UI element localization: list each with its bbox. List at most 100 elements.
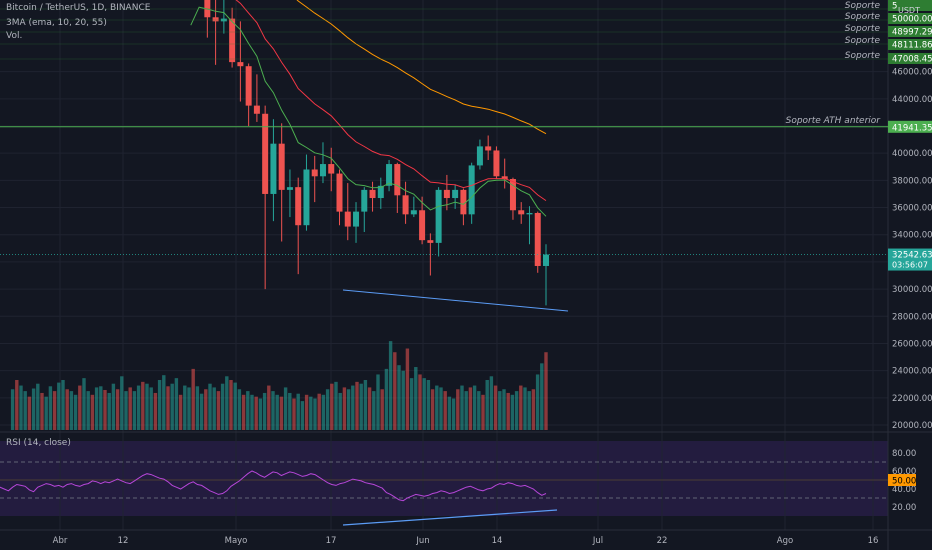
- candle-body: [286, 187, 293, 190]
- time-tick-label: Jun: [415, 536, 429, 546]
- volume-bar: [363, 380, 368, 430]
- volume-bar: [460, 385, 464, 430]
- price-tick-label: 28000.00: [892, 312, 932, 322]
- candle-body: [295, 187, 302, 226]
- volume-bar: [531, 389, 536, 430]
- rsi-tick-label: 40.00: [892, 485, 916, 495]
- price-tick-label: 34000.00: [892, 231, 932, 241]
- volume-bar: [409, 378, 414, 430]
- volume-bar: [237, 389, 242, 430]
- volume-bar: [216, 391, 221, 430]
- volume-bar: [191, 368, 195, 430]
- volume-bar: [90, 394, 95, 430]
- candle-body: [493, 150, 500, 177]
- candle-body: [353, 211, 360, 227]
- candle-body: [526, 212, 533, 215]
- volume-bar: [10, 389, 15, 430]
- volume-bar: [489, 376, 494, 430]
- volume-bar: [166, 386, 170, 430]
- support-label: Soporte: [845, 51, 881, 61]
- volume-bar: [65, 389, 69, 430]
- volume-bar: [149, 387, 153, 430]
- volume-bar: [451, 398, 456, 430]
- volume-bar: [246, 391, 250, 430]
- volume-bar: [283, 387, 288, 430]
- time-tick-label: 14: [492, 536, 503, 546]
- countdown-text: 03:56:07: [892, 261, 928, 270]
- volume-bar: [493, 385, 498, 430]
- volume-bar: [309, 396, 313, 430]
- volume-bar: [136, 385, 141, 430]
- candle-body: [278, 143, 285, 190]
- volume-bar: [372, 391, 376, 430]
- volume-bar: [523, 387, 527, 430]
- ema20-line: [235, 0, 547, 202]
- rsi-tick-label: 20.00: [892, 503, 916, 513]
- volume-bar: [99, 386, 103, 430]
- volume-bar: [23, 391, 27, 430]
- volume-bar: [141, 381, 145, 430]
- volume-bar: [481, 394, 485, 430]
- volume-bar: [73, 394, 78, 430]
- ath-price-badge: [888, 120, 932, 133]
- volume-bar: [456, 389, 460, 430]
- volume-bar: [334, 381, 338, 430]
- volume-indicator-label[interactable]: Vol.: [6, 31, 23, 41]
- volume-bar: [414, 367, 418, 430]
- candle-body: [509, 179, 516, 211]
- candle-body: [237, 62, 244, 67]
- candle-body: [419, 210, 426, 241]
- ma-indicator-label[interactable]: 3MA (ema, 10, 20, 55): [6, 18, 107, 28]
- support-label: Soporte: [845, 24, 881, 34]
- volume-bar: [258, 398, 263, 430]
- price-tick-label: 36000.00: [892, 204, 932, 214]
- candle-body: [394, 164, 401, 196]
- volume-bar: [52, 391, 57, 430]
- volume-bar: [321, 394, 326, 430]
- volume-bar: [241, 394, 246, 430]
- rsi-current-text: 50.00: [892, 477, 916, 487]
- candle-body: [311, 169, 318, 177]
- rsi-indicator-label[interactable]: RSI (14, close): [6, 438, 71, 448]
- price-tick-label: 30000.00: [892, 285, 932, 295]
- volume-bar: [107, 392, 111, 430]
- volume-bar: [233, 382, 237, 430]
- volume-bar: [115, 389, 120, 430]
- price-tick-label: 40000.00: [892, 149, 932, 159]
- volume-bar: [443, 391, 447, 430]
- volume-bar: [418, 374, 422, 430]
- volume-bar: [204, 389, 208, 430]
- time-tick-label: Mayo: [225, 536, 248, 546]
- candle-body: [460, 189, 467, 215]
- candle-body: [369, 189, 376, 199]
- volume-bar: [19, 385, 23, 430]
- volume-bar: [212, 387, 216, 430]
- time-tick-label: Jul: [592, 536, 603, 546]
- volume-bar: [40, 392, 44, 430]
- volume-bar: [296, 393, 300, 430]
- volume-bar: [464, 391, 468, 430]
- price-trendline: [342, 289, 569, 312]
- volume-bar: [279, 396, 284, 430]
- volume-bar: [195, 386, 200, 430]
- candle-body: [410, 210, 417, 215]
- volume-bar: [78, 385, 82, 430]
- volume-bar: [128, 387, 132, 430]
- volume-bar: [514, 391, 519, 430]
- candle-body: [476, 146, 483, 166]
- support-price-text: 5: [892, 2, 897, 12]
- candle-body: [361, 189, 368, 212]
- volume-bar: [342, 387, 347, 430]
- ath-support-label: Soporte ATH anterior: [786, 116, 882, 126]
- price-tick-label: 44000.00: [892, 95, 932, 105]
- price-tick-label: 20000.00: [892, 421, 932, 431]
- volume-bar: [367, 387, 372, 430]
- volume-bar: [430, 389, 435, 430]
- volume-bar: [69, 391, 74, 430]
- support-price-text: 50000.00: [892, 15, 932, 25]
- candle-body: [303, 169, 310, 226]
- volume-bar: [468, 387, 473, 430]
- candle-body: [435, 189, 442, 243]
- price-tick-label: 22000.00: [892, 394, 932, 404]
